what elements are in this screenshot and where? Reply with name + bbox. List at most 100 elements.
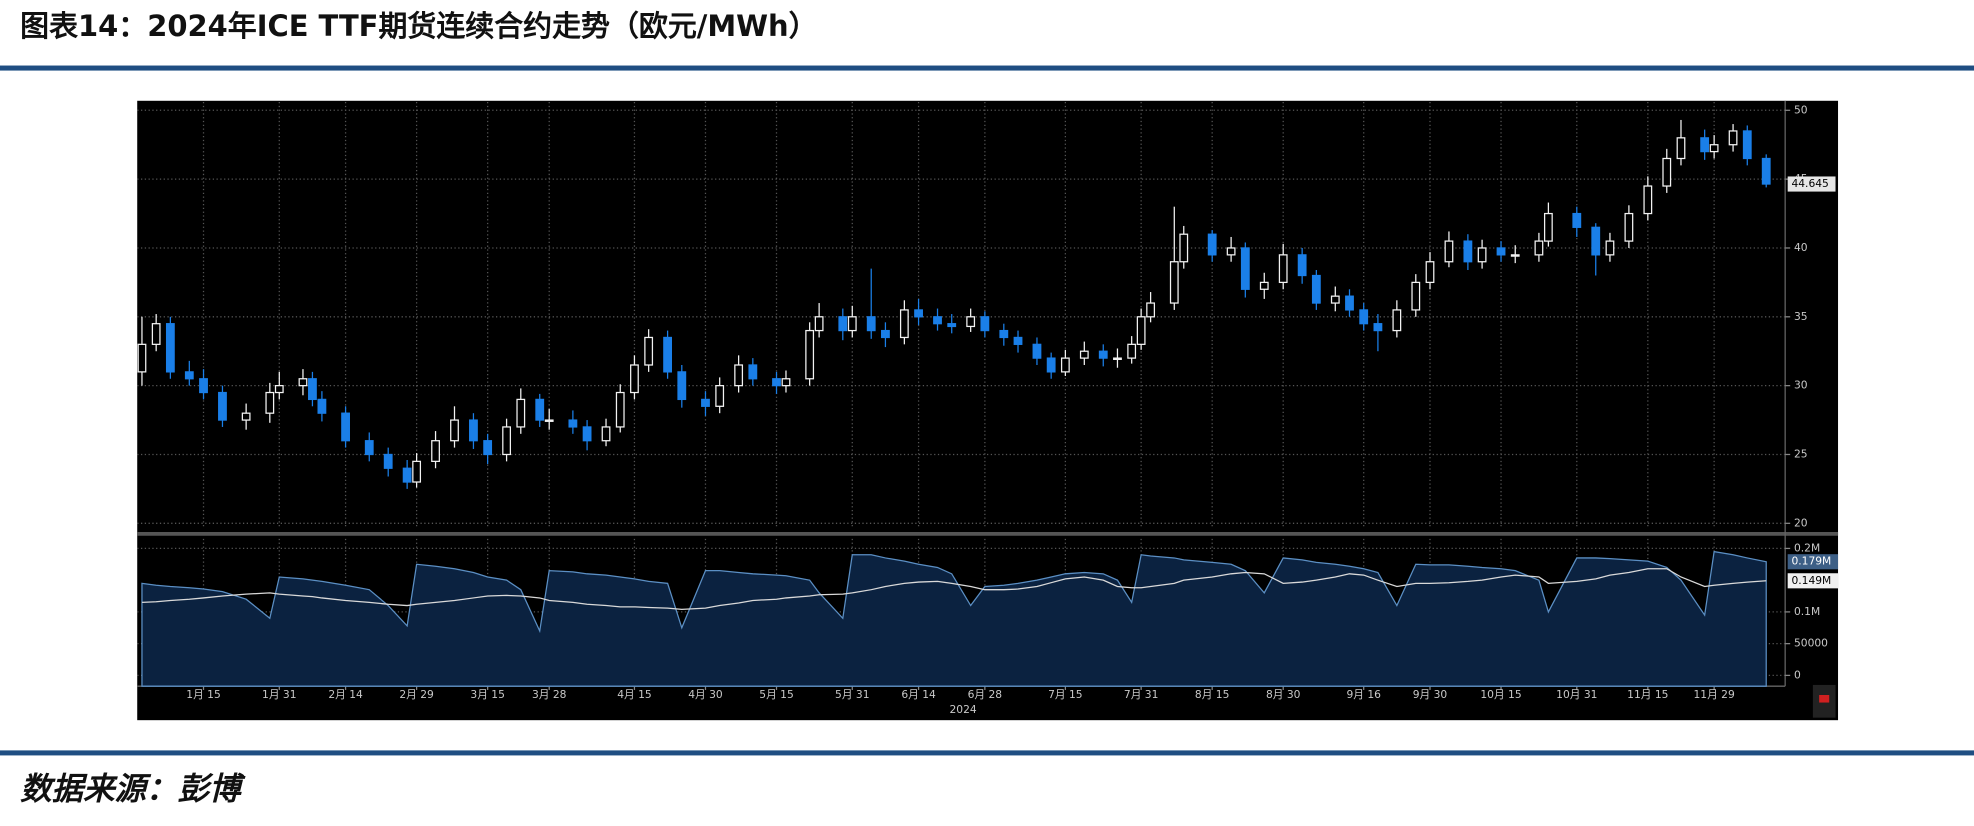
x-tick-label: 5月 15 — [759, 688, 793, 701]
candle-body — [1534, 240, 1544, 256]
x-tick-label: 9月 16 — [1346, 688, 1381, 701]
x-tick-label: 11月 29 — [1693, 688, 1734, 701]
candle-body — [1330, 295, 1340, 304]
candle-body — [1113, 357, 1122, 360]
candle-body — [1373, 323, 1383, 332]
moving-average-line — [141, 568, 1767, 610]
candle-body — [715, 385, 725, 407]
candle-body — [1297, 254, 1307, 277]
candle-body — [644, 336, 654, 366]
candle-body — [1278, 254, 1288, 284]
candle-body — [781, 378, 791, 387]
candle-body — [402, 467, 412, 483]
candle-body — [1742, 130, 1752, 160]
candle-body — [1013, 336, 1023, 345]
candle-body — [218, 391, 227, 421]
candle-body — [1510, 254, 1520, 257]
candle-body — [1060, 357, 1070, 373]
candle-body — [1046, 357, 1056, 373]
candle-body — [1311, 274, 1321, 304]
y-tick-label: 20 — [1794, 516, 1808, 529]
title: 图表14：2024年ICE TTF期货连续合约走势（欧元/MWh） — [20, 9, 817, 43]
x-tick-label: 6月 14 — [901, 688, 936, 701]
candle-body — [677, 371, 687, 401]
candle-body — [317, 398, 327, 414]
line-last-label: 0.149M — [1791, 574, 1831, 587]
candle-body — [274, 385, 284, 394]
candle-body — [881, 329, 890, 339]
x-tick-label: 4月 15 — [617, 688, 651, 701]
candle-body — [1207, 233, 1217, 256]
x-tick-label: 3月 28 — [532, 688, 567, 701]
candle-body — [847, 316, 857, 332]
candle-body — [1079, 350, 1089, 359]
x-tick-label: 1月 31 — [262, 688, 296, 701]
candle-body — [1700, 137, 1710, 153]
x-tick-label: 5月 31 — [835, 688, 869, 701]
x-tick-label: 7月 31 — [1124, 688, 1158, 701]
x-tick-label: 7月 15 — [1048, 688, 1082, 701]
candle-body — [1169, 261, 1179, 304]
x-tick-label: 1月 15 — [186, 688, 220, 701]
candle-body — [734, 364, 744, 387]
candle-body — [199, 378, 208, 394]
candle-body — [899, 309, 909, 339]
candle-body — [1259, 281, 1269, 290]
open-interest-area — [141, 550, 1767, 687]
candle-body — [630, 364, 639, 394]
x-axis-year: 2024 — [949, 703, 976, 716]
x-tick-label: 3月 15 — [470, 688, 504, 701]
candle-body — [805, 329, 815, 380]
line-last-label-box — [1787, 573, 1839, 589]
y-tick-label: 35 — [1794, 310, 1808, 323]
candle-body — [1226, 247, 1236, 256]
candle-body — [137, 343, 147, 373]
candle-body — [980, 316, 990, 332]
candle-body — [814, 316, 824, 332]
candle-body — [999, 329, 1009, 339]
candle-body — [364, 440, 374, 456]
candle-body — [772, 378, 781, 387]
candle-body — [1136, 316, 1146, 345]
x-tick-label: 10月 15 — [1480, 688, 1521, 701]
candle-body — [308, 378, 317, 401]
x-tick-label: 11月 15 — [1627, 688, 1668, 701]
y-tick-label: 0 — [1794, 668, 1801, 681]
candle-body — [1662, 157, 1672, 187]
y-tick-label: 40 — [1794, 241, 1808, 254]
candle-body — [265, 391, 275, 414]
candle-body — [341, 412, 350, 442]
x-tick-label: 6月 28 — [968, 688, 1003, 701]
source: 数据来源：彭博 — [20, 772, 246, 808]
candle-body — [1463, 240, 1473, 263]
candle-body — [151, 323, 161, 345]
candle-body — [966, 316, 976, 328]
candle-body — [1345, 295, 1354, 311]
candle-body — [450, 419, 459, 442]
candle-body — [838, 316, 848, 332]
candle-body — [1496, 247, 1506, 256]
x-tick-label: 8月 15 — [1195, 688, 1229, 701]
x-tick-label: 2月 29 — [399, 688, 434, 701]
candle-body — [1709, 144, 1719, 153]
title-rule — [0, 65, 1974, 71]
last-price-box — [1787, 176, 1836, 192]
candle-body — [866, 316, 876, 332]
candle-body — [241, 412, 251, 421]
candle-body — [1411, 281, 1421, 311]
y-tick-label: 30 — [1794, 379, 1808, 392]
candle-body — [544, 419, 554, 422]
candle-body — [947, 323, 957, 328]
candle-body — [1605, 240, 1615, 256]
x-tick-label: 2月 14 — [328, 688, 363, 701]
x-tick-label: 8月 30 — [1266, 688, 1301, 701]
candle-body — [568, 419, 578, 428]
candle-body — [1032, 343, 1042, 359]
candle-body — [1146, 302, 1156, 318]
candle-body — [1392, 309, 1402, 332]
candle-body — [601, 426, 611, 442]
candle-body — [165, 323, 175, 373]
last-price-label: 44.645 — [1791, 177, 1828, 190]
